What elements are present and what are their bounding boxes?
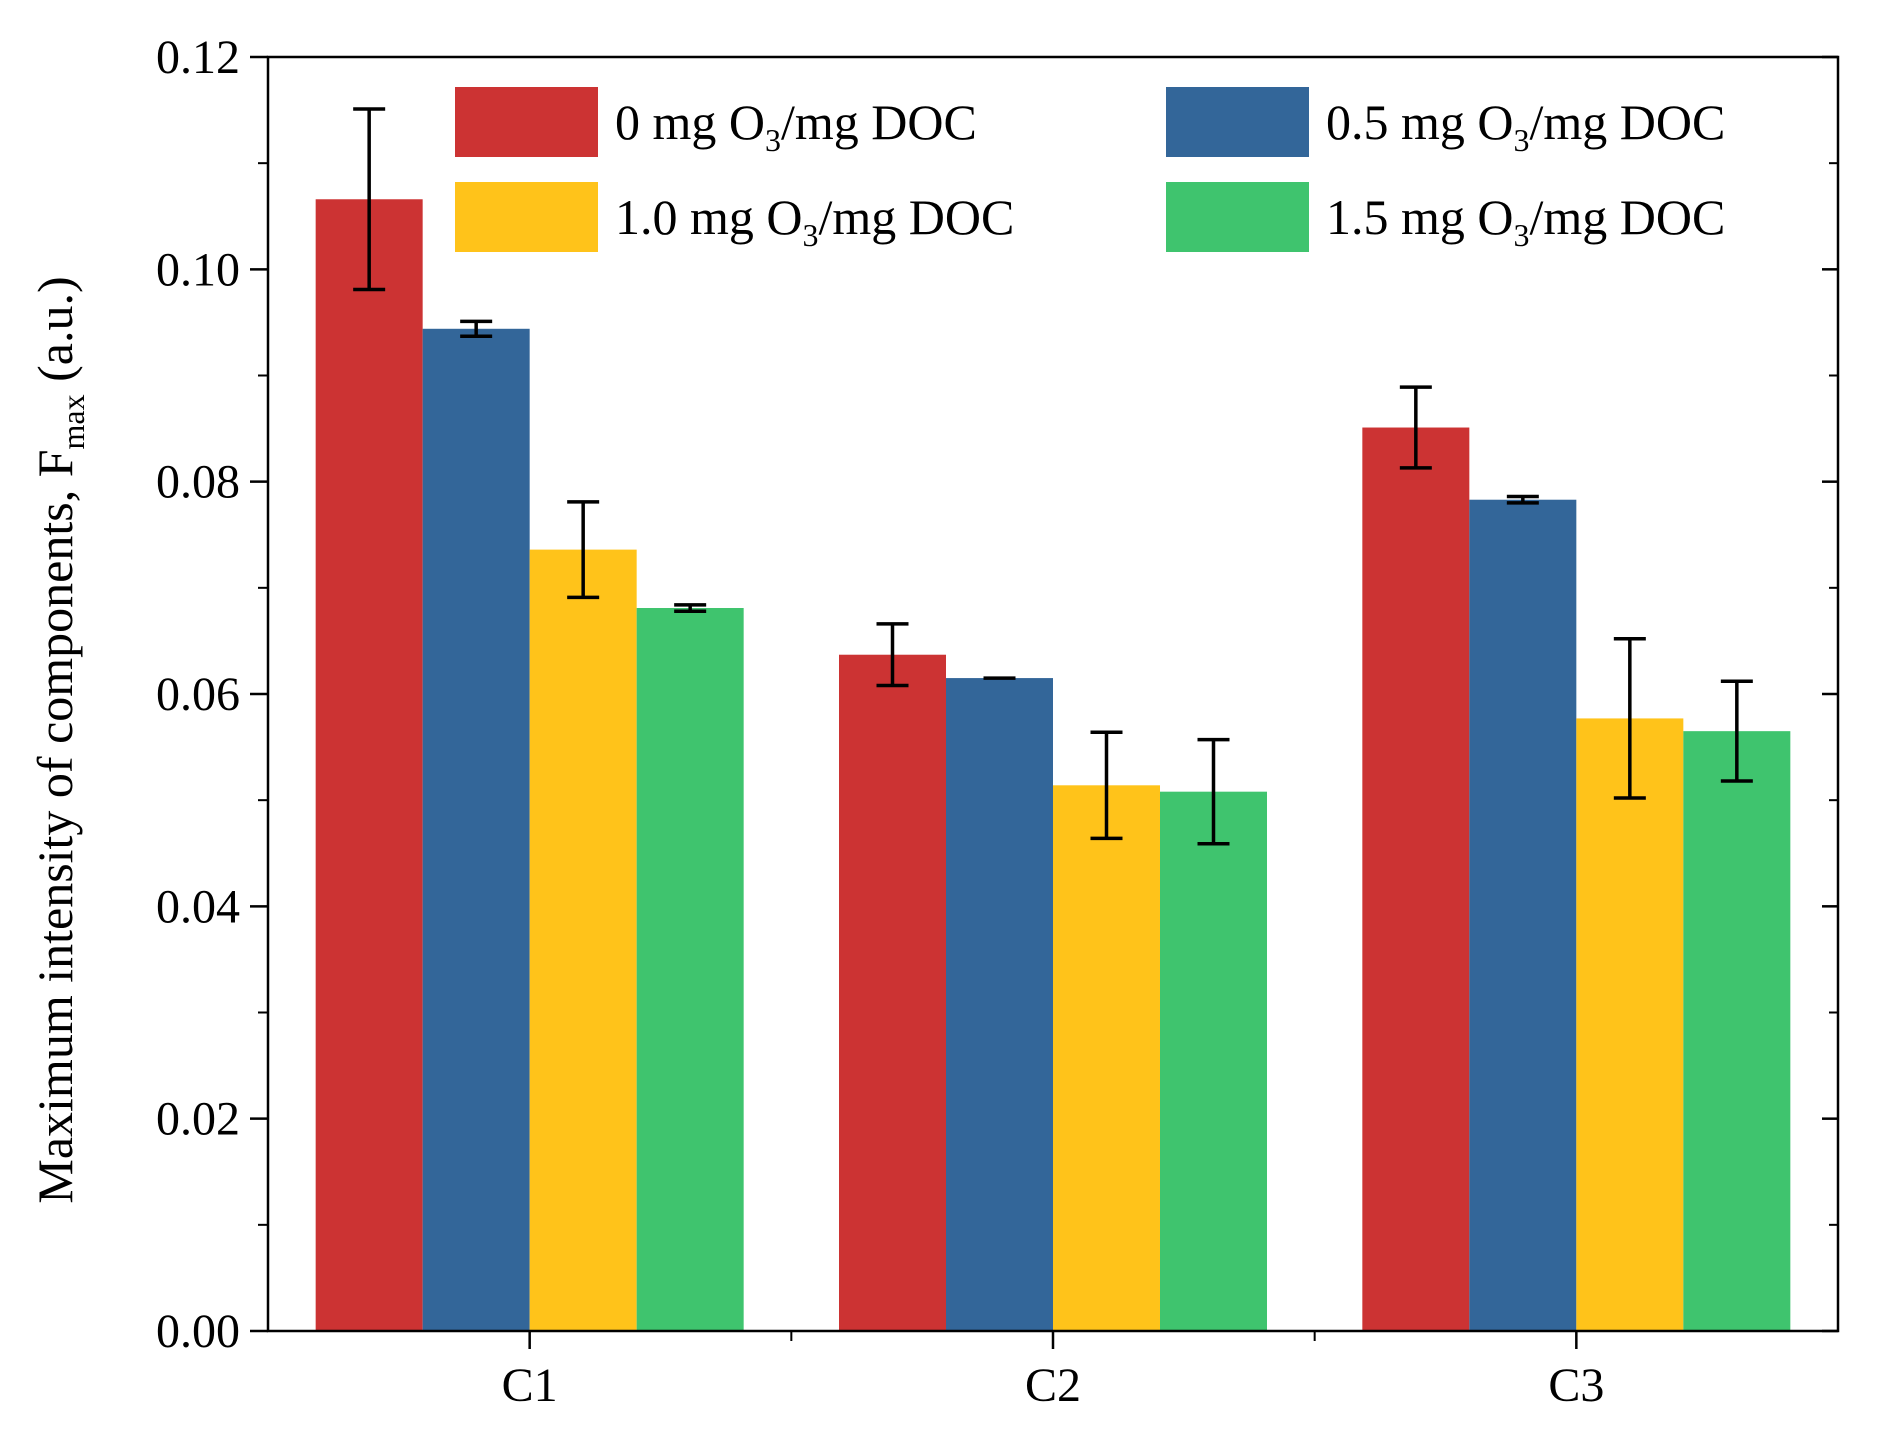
legend-item-2: 0.5 mg O3/mg DOC (1166, 87, 1725, 158)
legend-label-pre: 1.0 mg O (615, 189, 803, 245)
legend-label-pre: 0 mg O (615, 94, 765, 150)
bar-c3-series-2 (1469, 499, 1577, 1332)
x-tick-label-c2: C2 (1025, 1359, 1081, 1412)
error-bar-c2-series-1 (876, 622, 909, 688)
x-tick-label-c3: C3 (1548, 1359, 1604, 1412)
bar-c1-series-3 (529, 549, 637, 1331)
legend-swatch (1166, 182, 1309, 252)
axes-layer (250, 55, 1840, 1349)
legend-label: 1.0 mg O3/mg DOC (615, 189, 1014, 253)
bar-c2-series-2 (946, 678, 1053, 1331)
legend-label: 1.5 mg O3/mg DOC (1326, 189, 1725, 253)
error-bar-c2-series-4 (1197, 737, 1230, 846)
error-bar-c1-series-4 (674, 603, 707, 613)
bar-c2-series-4 (1160, 791, 1267, 1331)
bar-c2-series-1 (839, 654, 946, 1331)
legend-item-4: 1.5 mg O3/mg DOC (1166, 182, 1725, 253)
legend-label: 0 mg O3/mg DOC (615, 94, 977, 158)
legend-label-pre: 1.5 mg O (1326, 189, 1514, 245)
y-tick-label: 0.12 (156, 31, 240, 84)
error-bar-c1-series-2 (460, 319, 493, 338)
bars-layer (315, 199, 1791, 1332)
y-axis-title-suffix: (a.u.) (27, 276, 83, 394)
error-bars-layer (353, 107, 1753, 846)
legend-label-post: /mg DOC (781, 94, 977, 150)
legend-label-post: /mg DOC (1530, 189, 1726, 245)
y-tick-label: 0.02 (156, 1093, 240, 1146)
y-axis-title-subscript: max (55, 394, 91, 449)
legend-swatch (455, 87, 598, 157)
error-bar-c3-series-3 (1613, 637, 1646, 800)
error-bar-c3-series-4 (1720, 679, 1753, 783)
legend-label-sub: 3 (1514, 217, 1530, 253)
legend-label-sub: 3 (1514, 122, 1530, 158)
legend-label-sub: 3 (803, 217, 819, 253)
legend-label-sub: 3 (765, 122, 781, 158)
error-bar-c2-series-3 (1090, 730, 1123, 841)
legend-swatch (455, 182, 598, 252)
y-tick-labels: 0.00 0.02 0.04 0.06 0.08 0.10 0.12 (156, 31, 240, 1358)
bar-c3-series-1 (1362, 427, 1470, 1331)
x-tick-labels: C1 C2 C3 (502, 1359, 1605, 1412)
bar-c1-series-1 (315, 199, 423, 1332)
legend-item-3: 1.0 mg O3/mg DOC (455, 182, 1014, 253)
y-axis-title-main: Maximum intensity of components, F (27, 449, 83, 1203)
bar-c2-series-3 (1053, 785, 1160, 1331)
error-bar-c1-series-3 (567, 500, 600, 600)
y-tick-label: 0.06 (156, 668, 240, 721)
legend-item-1: 0 mg O3/mg DOC (455, 87, 977, 158)
y-tick-label: 0.00 (156, 1305, 240, 1358)
bar-c1-series-4 (636, 608, 744, 1331)
x-tick-label-c1: C1 (502, 1359, 558, 1412)
bar-c3-series-4 (1683, 731, 1791, 1331)
bar-c1-series-2 (422, 328, 530, 1332)
y-tick-label: 0.10 (156, 243, 240, 296)
y-axis-title: Maximum intensity of components, Fmax (a… (27, 276, 91, 1203)
error-bar-c3-series-2 (1506, 494, 1539, 505)
bar-c3-series-3 (1576, 718, 1684, 1331)
y-tick-label: 0.04 (156, 880, 240, 933)
y-tick-label: 0.08 (156, 456, 240, 509)
legend-label-post: /mg DOC (819, 189, 1015, 245)
legend-label-post: /mg DOC (1530, 94, 1726, 150)
legend-label-pre: 0.5 mg O (1326, 94, 1514, 150)
error-bar-c3-series-1 (1399, 385, 1432, 470)
legend-swatch (1166, 87, 1309, 157)
error-bar-c1-series-1 (353, 107, 386, 292)
legend-label: 0.5 mg O3/mg DOC (1326, 94, 1725, 158)
